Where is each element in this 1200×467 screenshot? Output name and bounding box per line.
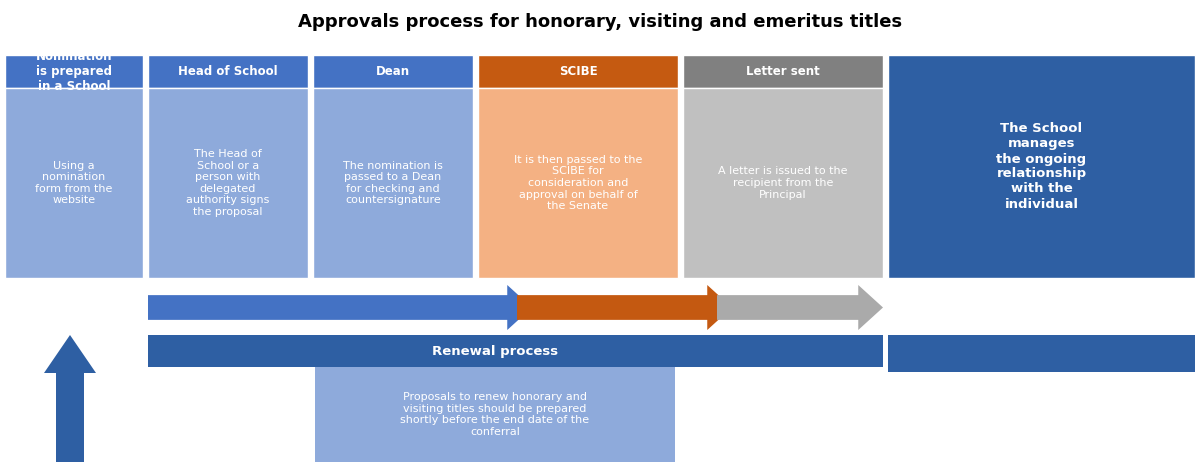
- Bar: [313, 55, 473, 88]
- Bar: [56, 373, 84, 462]
- Text: A letter is issued to the
recipient from the
Principal: A letter is issued to the recipient from…: [719, 166, 847, 199]
- Bar: [314, 335, 674, 367]
- Bar: [5, 55, 143, 88]
- Bar: [478, 88, 678, 278]
- Text: Renewal process: Renewal process: [432, 345, 558, 358]
- Text: Approvals process for honorary, visiting and emeritus titles: Approvals process for honorary, visiting…: [298, 13, 902, 31]
- Polygon shape: [44, 335, 96, 373]
- Bar: [683, 88, 883, 278]
- Text: Letter sent: Letter sent: [746, 65, 820, 78]
- Text: Using a
nomination
form from the
website: Using a nomination form from the website: [35, 161, 113, 205]
- Text: Dean: Dean: [376, 65, 410, 78]
- Text: Proposals to renew honorary and
visiting titles should be prepared
shortly befor: Proposals to renew honorary and visiting…: [401, 392, 589, 437]
- Text: SCIBE: SCIBE: [559, 65, 598, 78]
- Bar: [888, 55, 1195, 278]
- Text: The School
manages
the ongoing
relationship
with the
individual: The School manages the ongoing relations…: [996, 122, 1086, 211]
- Text: It is then passed to the
SCIBE for
consideration and
approval on behalf of
the S: It is then passed to the SCIBE for consi…: [514, 155, 642, 211]
- Polygon shape: [517, 285, 732, 330]
- Bar: [888, 335, 1195, 372]
- Text: Head of School: Head of School: [178, 65, 278, 78]
- Bar: [5, 88, 143, 278]
- Bar: [148, 88, 308, 278]
- Polygon shape: [718, 285, 883, 330]
- Text: The nomination is
passed to a Dean
for checking and
countersignature: The nomination is passed to a Dean for c…: [343, 161, 443, 205]
- Text: Nomination
is prepared
in a School: Nomination is prepared in a School: [36, 50, 113, 93]
- Bar: [314, 367, 674, 462]
- Bar: [148, 55, 308, 88]
- Bar: [478, 55, 678, 88]
- Text: The Head of
School or a
person with
delegated
authority signs
the proposal: The Head of School or a person with dele…: [186, 149, 270, 217]
- Polygon shape: [148, 285, 532, 330]
- Bar: [313, 88, 473, 278]
- Bar: [148, 335, 883, 367]
- Bar: [683, 55, 883, 88]
